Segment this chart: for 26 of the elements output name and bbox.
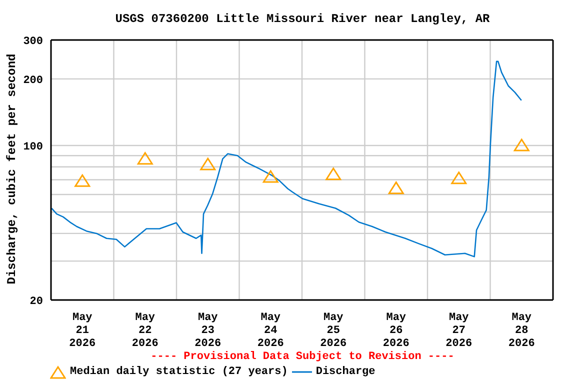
x-tick-label: May 27 2026 [446,312,472,350]
y-tick-label: 200 [23,74,43,87]
x-tick-label: May 26 2026 [382,312,410,350]
chart-title: USGS 07360200 Little Missouri River near Langley, AR [114,12,491,26]
y-tick-label: 100 [23,141,43,154]
text: ---- Provisional Data Subject to Revision ---- [150,351,456,363]
line-series [51,60,522,258]
x-tick-label: May 28 2026 [508,312,535,350]
legend-label: Discharge [316,366,376,378]
x-tick-label: May 25 2026 [320,312,347,350]
point [388,182,404,194]
x-tick-label: May 23 2026 [194,312,222,350]
point [326,168,342,180]
x-tick-label: May 22 2026 [132,312,158,350]
point [451,172,467,184]
x-tick-label: May 24 2026 [257,312,284,350]
y-tick-label: 20 [30,296,43,308]
point [262,170,278,183]
point [137,152,153,165]
y-axis-title: Discharge, cubic feet per second [4,52,20,286]
point [74,174,90,187]
y-tick-label: 300 [23,36,43,48]
point [514,138,530,152]
point [200,158,216,170]
legend-label: Median daily statistic (27 years) [70,366,288,378]
x-tick-label: May 21 2026 [69,312,96,350]
